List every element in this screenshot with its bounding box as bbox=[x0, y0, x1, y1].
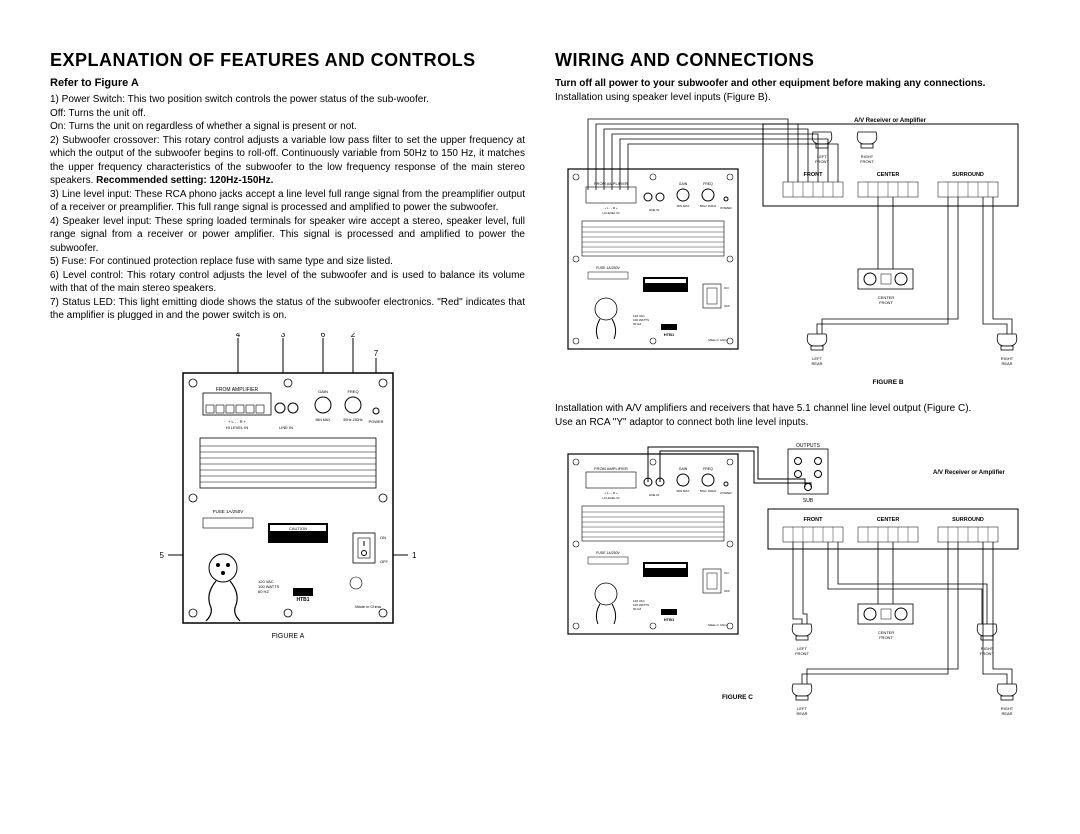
svg-text:OUTPUTS: OUTPUTS bbox=[796, 443, 821, 449]
svg-text:HTB1: HTB1 bbox=[296, 597, 309, 603]
svg-text:GAIN: GAIN bbox=[318, 389, 328, 394]
p4: 4) Speaker level input: These spring loa… bbox=[50, 216, 525, 254]
svg-text:FROM AMPLIFIER: FROM AMPLIFIER bbox=[594, 181, 628, 186]
p6: 6) Level control: This rotary control ad… bbox=[50, 270, 525, 295]
left-column: EXPLANATION OF FEATURES AND CONTROLS Ref… bbox=[50, 50, 525, 814]
svg-text:MIN MAX: MIN MAX bbox=[676, 489, 689, 493]
svg-text:+ L - - R +: + L - - R + bbox=[604, 491, 618, 495]
svg-text:GAIN: GAIN bbox=[678, 182, 687, 186]
svg-text:SURROUND: SURROUND bbox=[952, 172, 984, 178]
svg-text:POWER: POWER bbox=[720, 491, 732, 495]
svg-text:CENTERFRONT: CENTERFRONT bbox=[877, 630, 894, 640]
svg-text:ON: ON bbox=[380, 535, 386, 540]
right-column: WIRING AND CONNECTIONS Turn off all powe… bbox=[555, 50, 1030, 814]
svg-text:LEFTREAR: LEFTREAR bbox=[796, 706, 807, 716]
svg-text:50Hz 150Hz: 50Hz 150Hz bbox=[699, 204, 716, 208]
svg-text:LINE IN: LINE IN bbox=[648, 208, 659, 212]
svg-text:FUSE 1A/250V: FUSE 1A/250V bbox=[596, 551, 620, 555]
svg-text:FRONT: FRONT bbox=[803, 172, 823, 178]
svg-text:FREQ: FREQ bbox=[703, 182, 713, 186]
p5: 5) Fuse: For continued protection replac… bbox=[50, 256, 393, 267]
svg-text:FIGURE A: FIGURE A bbox=[271, 633, 304, 640]
svg-text:50Hz 150Hz: 50Hz 150Hz bbox=[343, 418, 363, 422]
svg-text:POWER: POWER bbox=[368, 419, 383, 424]
svg-text:LEFTREAR: LEFTREAR bbox=[811, 356, 822, 366]
svg-text:HI LEVEL IN: HI LEVEL IN bbox=[225, 425, 248, 430]
p1c: On: Turns the unit on regardless of whet… bbox=[50, 121, 357, 132]
svg-text:LINE IN: LINE IN bbox=[278, 425, 292, 430]
svg-text:HI LEVEL IN: HI LEVEL IN bbox=[602, 496, 619, 500]
svg-text:CAUTION: CAUTION bbox=[289, 526, 307, 531]
lbl4: 4 bbox=[235, 333, 240, 339]
svg-text:FUSE 1A/250V: FUSE 1A/250V bbox=[596, 266, 620, 270]
figure-c-wrap: FROM AMPLIFIER GAIN FREQ POWER + L - - R… bbox=[555, 439, 1030, 719]
p1a: 1) Power Switch: This two position switc… bbox=[50, 94, 429, 105]
p1b: Off: Turns the unit off. bbox=[50, 108, 146, 119]
svg-text:ON: ON bbox=[724, 571, 729, 575]
svg-text:Made in China: Made in China bbox=[355, 604, 382, 609]
svg-text:LINE IN: LINE IN bbox=[648, 493, 659, 497]
svg-text:CENTER: CENTER bbox=[876, 172, 899, 178]
lbl6: 6 bbox=[320, 333, 325, 339]
svg-text:50Hz 150Hz: 50Hz 150Hz bbox=[699, 489, 716, 493]
figure-a-wrap: 4 3 6 2 7 5 1 FROM AMPLIFIER + L - bbox=[50, 333, 525, 643]
svg-text:FRONT: FRONT bbox=[803, 517, 823, 523]
svg-text:MIN MAX: MIN MAX bbox=[676, 204, 689, 208]
svg-text:MIN MAX: MIN MAX bbox=[315, 418, 331, 422]
right-p3: Use an RCA "Y" adaptor to connect both l… bbox=[555, 416, 1030, 430]
svg-text:FIGURE B: FIGURE B bbox=[872, 379, 903, 386]
svg-text:RIGHTREAR: RIGHTREAR bbox=[1000, 706, 1013, 716]
svg-text:RIGHTFRONT: RIGHTFRONT bbox=[860, 154, 874, 164]
svg-text:Made in China: Made in China bbox=[708, 623, 728, 627]
right-p1: Installation using speaker level inputs … bbox=[555, 91, 1030, 105]
right-warning: Turn off all power to your subwoofer and… bbox=[555, 77, 1030, 91]
svg-text:HI LEVEL IN: HI LEVEL IN bbox=[602, 211, 619, 215]
svg-text:A/V Receiver or Amplifier: A/V Receiver or Amplifier bbox=[933, 470, 1005, 476]
figure-c-svg: FROM AMPLIFIER GAIN FREQ POWER + L - - R… bbox=[558, 439, 1028, 719]
figure-b-svg: FROM AMPLIFIER GAIN FREQ POWER + L - - R… bbox=[558, 114, 1028, 394]
figure-b-wrap: FROM AMPLIFIER GAIN FREQ POWER + L - - R… bbox=[555, 114, 1030, 394]
lbl5: 5 bbox=[159, 551, 164, 560]
svg-text:FROM AMPLIFIER: FROM AMPLIFIER bbox=[215, 387, 258, 393]
svg-text:GAIN: GAIN bbox=[678, 467, 687, 471]
left-subtitle: Refer to Figure A bbox=[50, 77, 525, 89]
p7: 7) Status LED: This light emitting diode… bbox=[50, 297, 525, 322]
lbl2: 2 bbox=[350, 333, 355, 339]
svg-text:Made in China: Made in China bbox=[708, 338, 728, 342]
right-p2: Installation with A/V amplifiers and rec… bbox=[555, 402, 1030, 416]
lbl7: 7 bbox=[373, 349, 378, 358]
svg-text:HTB1: HTB1 bbox=[663, 617, 674, 622]
svg-text:SUB: SUB bbox=[802, 498, 813, 504]
svg-text:FUSE 1A/250V: FUSE 1A/250V bbox=[212, 509, 243, 514]
svg-text:OFF: OFF bbox=[724, 304, 730, 308]
lbl1: 1 bbox=[412, 551, 417, 560]
svg-text:LEFTFRONT: LEFTFRONT bbox=[795, 646, 809, 656]
svg-text:POWER: POWER bbox=[720, 206, 732, 210]
svg-text:+ L - - R +: + L - - R + bbox=[604, 206, 618, 210]
svg-text:FIGURE C: FIGURE C bbox=[721, 694, 752, 701]
svg-text:ON: ON bbox=[724, 286, 729, 290]
lbl3: 3 bbox=[280, 333, 285, 339]
p2b: Recommended setting: 120Hz-150Hz. bbox=[96, 175, 273, 186]
svg-text:FREQ: FREQ bbox=[347, 389, 358, 394]
svg-text:SURROUND: SURROUND bbox=[952, 517, 984, 523]
p3: 3) Line level input: These RCA phono jac… bbox=[50, 189, 525, 214]
svg-text:FROM AMPLIFIER: FROM AMPLIFIER bbox=[594, 466, 628, 471]
svg-text:RIGHTFRONT: RIGHTFRONT bbox=[980, 646, 994, 656]
svg-text:+ L - - R +: + L - - R + bbox=[228, 419, 247, 424]
left-body: 1) Power Switch: This two position switc… bbox=[50, 93, 525, 323]
svg-text:CENTER: CENTER bbox=[876, 517, 899, 523]
svg-text:OFF: OFF bbox=[380, 559, 389, 564]
svg-text:A/V Receiver or Amplifier: A/V Receiver or Amplifier bbox=[854, 118, 926, 124]
figure-a-svg: 4 3 6 2 7 5 1 FROM AMPLIFIER + L - bbox=[128, 333, 448, 643]
svg-text:FREQ: FREQ bbox=[703, 467, 713, 471]
svg-text:HTB1: HTB1 bbox=[663, 332, 674, 337]
svg-text:RIGHTREAR: RIGHTREAR bbox=[1000, 356, 1013, 366]
left-title: EXPLANATION OF FEATURES AND CONTROLS bbox=[50, 50, 525, 71]
right-title: WIRING AND CONNECTIONS bbox=[555, 50, 1030, 71]
svg-text:CENTERFRONT: CENTERFRONT bbox=[877, 295, 894, 305]
svg-text:OFF: OFF bbox=[724, 589, 730, 593]
